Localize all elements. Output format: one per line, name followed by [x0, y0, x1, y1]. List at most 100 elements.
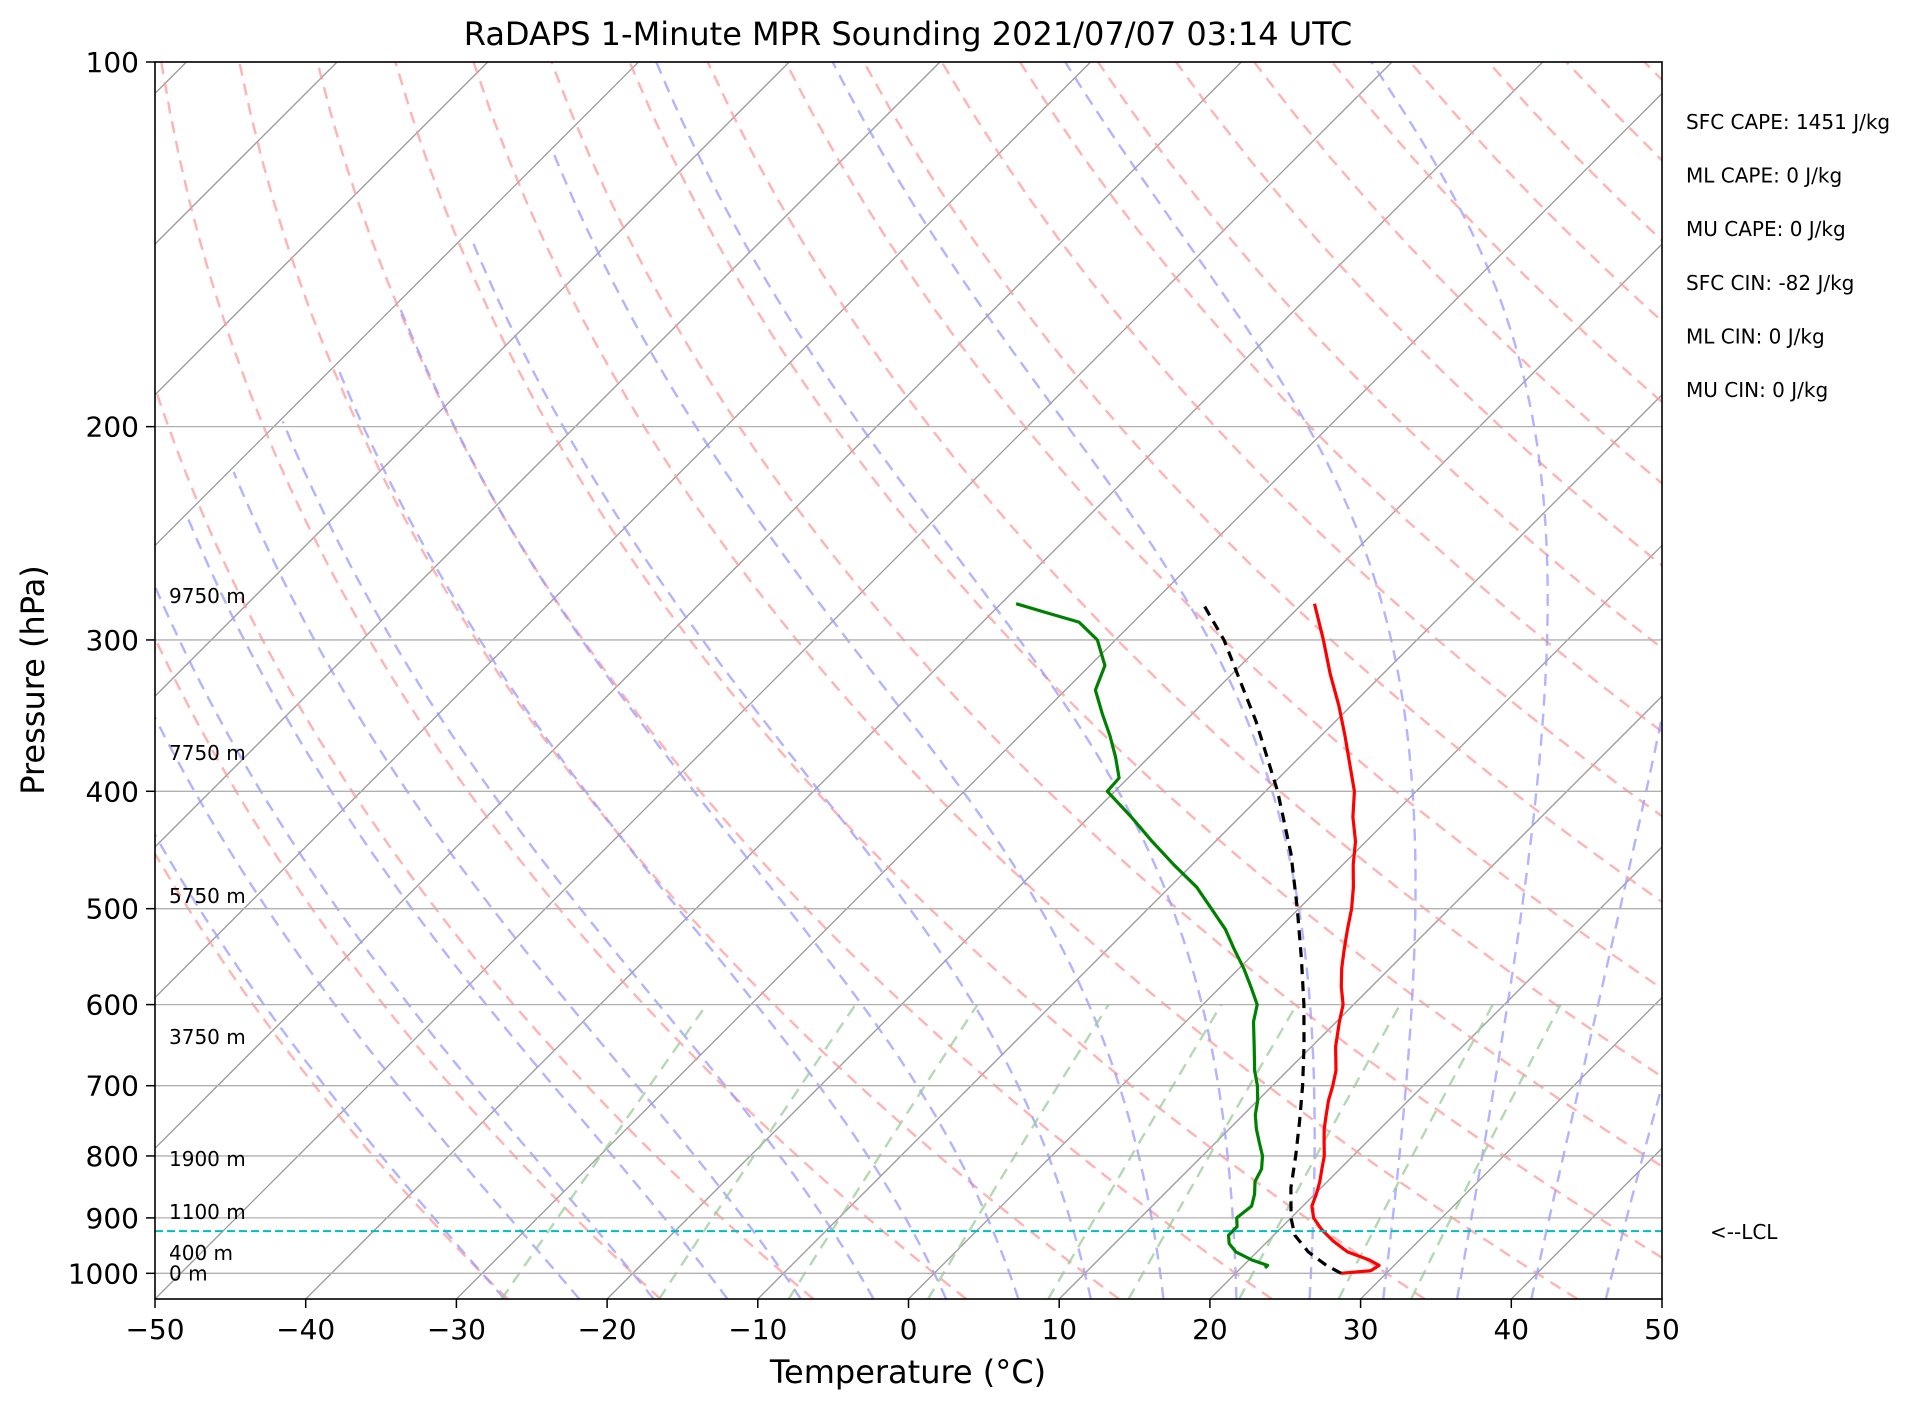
isotherm-line [1661, 1298, 1662, 1299]
thermo-index-label: ML CAPE: 0 J/kg [1686, 164, 1842, 188]
height-label: 9750 m [169, 584, 246, 608]
height-label: 0 m [169, 1261, 208, 1285]
moist-adiabat-line [399, 308, 1020, 1299]
moist-adiabat-line [232, 471, 802, 1299]
dewpoint-profile-line [1015, 602, 1270, 1270]
isotherm-line [155, 62, 941, 848]
y-tick-label: 1000 [68, 1257, 139, 1290]
dry-adiabat-line [160, 62, 968, 1299]
isotherm-line [305, 62, 1544, 1299]
y-tick-label: 500 [86, 893, 139, 926]
mixing-ratio-line [1337, 1004, 1494, 1299]
y-tick-label: 600 [86, 989, 139, 1022]
x-tick-label: −50 [125, 1313, 184, 1346]
x-tick-label: 30 [1343, 1313, 1379, 1346]
y-axis-label: Pressure (hPa) [14, 565, 52, 795]
dry-adiabat-line [784, 62, 1662, 991]
background-lines [155, 62, 1925, 1299]
mixing-ratio-line [500, 1003, 708, 1299]
isotherm-line [155, 62, 790, 698]
isotherm-line [155, 62, 489, 396]
isotherm-line [1209, 845, 1662, 1299]
dry-adiabat-line [940, 62, 1662, 818]
isotherm-line [155, 62, 1242, 1150]
dry-adiabat-line [550, 62, 1662, 1260]
dry-adiabat-line [706, 62, 1662, 1079]
dry-adiabat-line [1565, 62, 1662, 162]
data-lines [1015, 602, 1381, 1275]
mixing-ratio-line [1127, 1003, 1298, 1299]
thermo-index-label: MU CIN: 0 J/kg [1686, 378, 1828, 402]
isotherm-line [155, 62, 1092, 999]
x-axis-ticks: −50 −40 −30 −20 −10 0 10 20 30 40 50 [125, 1299, 1680, 1346]
mixing-ratio-line [926, 1003, 1110, 1299]
x-tick-label: 20 [1192, 1313, 1228, 1346]
height-label: 1900 m [169, 1147, 246, 1171]
x-tick-label: −40 [276, 1313, 335, 1346]
moist-adiabat-line [155, 583, 655, 1299]
x-tick-label: −10 [728, 1313, 787, 1346]
y-tick-label: 300 [86, 624, 139, 657]
x-tick-label: 50 [1644, 1313, 1680, 1346]
thermo-index-label: MU CAPE: 0 J/kg [1686, 217, 1846, 241]
moist-adiabat-line [186, 517, 729, 1299]
y-tick-label: 800 [86, 1140, 139, 1173]
thermo-index-label: SFC CIN: -82 J/kg [1686, 271, 1854, 295]
thermo-index-label: ML CIN: 0 J/kg [1686, 324, 1825, 348]
dry-adiabat-line [628, 62, 1662, 1168]
moist-adiabat-line [1064, 62, 1417, 1299]
chart-title: RaDAPS 1-Minute MPR Sounding 2021/07/07 … [464, 15, 1352, 53]
parcel-profile-line [1201, 602, 1342, 1275]
dry-adiabat-line [1175, 62, 1662, 567]
isotherm-line [908, 544, 1662, 1299]
x-tick-label: −30 [427, 1313, 486, 1346]
dry-adiabat-line [155, 851, 509, 1299]
isotherm-line [455, 92, 1662, 1299]
height-label: 5750 m [169, 884, 246, 908]
x-tick-label: 0 [900, 1313, 918, 1346]
dry-adiabat-line [1253, 62, 1662, 485]
x-tick-label: 40 [1493, 1313, 1529, 1346]
moist-adiabat-line [1604, 1081, 1662, 1299]
height-label: 3750 m [169, 1025, 246, 1049]
y-tick-label: 100 [86, 46, 139, 79]
dry-adiabat-line [316, 62, 1273, 1299]
dry-adiabat-line [394, 62, 1426, 1299]
height-label: 400 m [169, 1241, 233, 1265]
mixing-ratio-line [1047, 1003, 1223, 1299]
height-label: 1100 m [169, 1200, 246, 1224]
dry-adiabat-line [1018, 62, 1662, 734]
dry-adiabat-line [155, 383, 815, 1299]
y-tick-label: 200 [86, 411, 139, 444]
moist-adiabat-line [155, 832, 506, 1299]
y-axis-ticks: 100 200 300 400 500 600 700 800 900 1000 [68, 46, 155, 1290]
moist-adiabat-line [155, 714, 581, 1299]
x-axis-label: Temperature (°C) [769, 1353, 1046, 1391]
dry-adiabat-line [1331, 62, 1662, 404]
dry-adiabat-line [155, 635, 662, 1299]
x-tick-label: 10 [1041, 1313, 1077, 1346]
y-tick-label: 900 [86, 1202, 139, 1235]
isotherm-line [155, 62, 1393, 1299]
isotherm-line [1360, 996, 1662, 1299]
mixing-ratio-line [658, 1003, 857, 1299]
temperature-profile-line [1310, 603, 1381, 1275]
moist-adiabat-line [1370, 62, 1549, 1299]
mixing-ratio-line [1238, 1004, 1402, 1299]
y-tick-label: 400 [86, 775, 139, 808]
thermo-indices: SFC CAPE: 1451 J/kg ML CAPE: 0 J/kg MU CAP… [1686, 110, 1890, 402]
dry-adiabat-line [1722, 62, 1925, 1299]
x-tick-label: −20 [578, 1313, 637, 1346]
isotherm-line [155, 62, 639, 547]
moist-adiabat-line [550, 148, 1165, 1299]
moist-adiabat-line [281, 420, 875, 1299]
moist-adiabat-line [1530, 710, 1662, 1299]
dry-adiabat-line [862, 62, 1662, 904]
isotherm-line [1058, 695, 1662, 1299]
dry-adiabat-line [238, 62, 1120, 1299]
moist-adiabat-line [655, 62, 1238, 1299]
height-label: 7750 m [169, 741, 246, 765]
dry-adiabat-line [472, 62, 1579, 1299]
